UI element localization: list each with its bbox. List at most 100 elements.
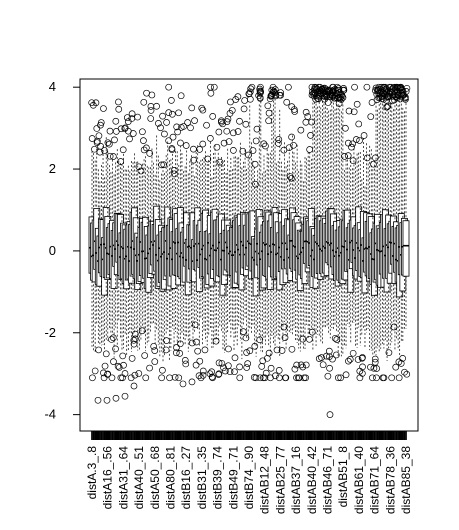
outlier-point (159, 112, 166, 120)
outlier-point (112, 117, 120, 125)
outlier-point (218, 360, 226, 367)
x-tick-label: distB39_.74 (211, 446, 225, 510)
outlier-point (256, 336, 264, 344)
outlier-point (230, 129, 237, 137)
outlier-point (371, 358, 379, 366)
outlier-point (360, 132, 368, 139)
outlier-point (239, 147, 247, 155)
outlier-point (345, 357, 352, 365)
outlier-point (378, 95, 386, 102)
outlier-point (341, 153, 348, 160)
outlier-point (275, 367, 283, 374)
box-body (402, 220, 410, 277)
outlier-point (331, 334, 339, 342)
outlier-point (161, 130, 168, 138)
outlier-point (101, 147, 108, 154)
outlier-point (223, 127, 231, 135)
outlier-point (383, 93, 391, 101)
outlier-point (297, 126, 305, 134)
outlier-point (168, 110, 176, 118)
outlier-point (395, 374, 403, 382)
x-tick-label: distA50_.68 (148, 446, 162, 510)
outlier-point (226, 368, 234, 375)
outlier-point (297, 361, 305, 369)
outlier-point (234, 128, 242, 135)
outlier-point (314, 95, 322, 102)
outlier-point (208, 373, 216, 381)
outlier-point (182, 360, 190, 368)
outlier-point (153, 102, 160, 110)
outlier-point (184, 119, 191, 126)
outlier-point (121, 125, 129, 133)
outlier-point (349, 349, 357, 357)
outlier-point (369, 374, 376, 382)
outlier-point (139, 128, 146, 136)
outlier-point (265, 109, 273, 117)
outlier-point (163, 119, 170, 126)
outlier-point (220, 364, 227, 372)
outlier-point (115, 364, 123, 371)
outlier-point (399, 86, 406, 94)
outlier-point (259, 357, 267, 365)
outlier-point (264, 102, 272, 110)
outlier-point (171, 373, 179, 381)
outlier-point (140, 98, 148, 106)
outlier-point (240, 105, 248, 113)
outlier-point (332, 351, 340, 359)
outlier-point (199, 140, 207, 148)
outlier-point (219, 120, 226, 128)
outlier-point (110, 153, 117, 160)
outlier-point (191, 321, 199, 329)
outlier-point (324, 99, 332, 106)
outlier-point (148, 91, 156, 99)
x-tick-label: distAB12_48 (258, 446, 272, 514)
outlier-point (363, 154, 371, 162)
outlier-point (123, 114, 131, 121)
outlier-point (329, 355, 336, 363)
outlier-point (288, 345, 296, 353)
outlier-point (313, 85, 321, 93)
outlier-point (295, 374, 303, 382)
outlier-point (337, 96, 345, 103)
outlier-point (176, 340, 184, 348)
outlier-point (124, 118, 132, 125)
outlier-point (225, 138, 233, 145)
outlier-point (285, 144, 293, 152)
outlier-point (173, 344, 180, 351)
outlier-point (175, 374, 183, 382)
outlier-point (308, 83, 316, 91)
outlier-point (261, 374, 269, 382)
outlier-point (179, 380, 187, 388)
outlier-point (95, 346, 102, 354)
outlier-point (216, 158, 224, 166)
x-tick-label: distA40_.51 (132, 446, 146, 510)
x-tick-label: distA31_.64 (116, 446, 130, 510)
outlier-point (162, 346, 170, 354)
outlier-point (130, 340, 138, 348)
outlier-point (169, 133, 177, 141)
outlier-point (224, 115, 232, 123)
outlier-point (349, 157, 357, 165)
outlier-point (101, 362, 109, 370)
outlier-point (117, 374, 125, 382)
outlier-point (358, 354, 366, 362)
outlier-point (108, 374, 116, 382)
y-tick-label: -4 (44, 407, 56, 422)
outlier-point (273, 346, 281, 354)
outlier-point (346, 355, 354, 363)
outlier-point (245, 90, 253, 98)
outlier-point (137, 167, 145, 175)
outlier-point (349, 140, 357, 148)
outlier-point (246, 347, 254, 355)
outlier-point (206, 370, 214, 378)
outlier-point (304, 113, 312, 120)
outlier-point (221, 367, 229, 375)
outlier-point (262, 142, 269, 150)
outlier-point (234, 93, 242, 101)
outlier-point (132, 335, 139, 343)
outlier-point (197, 374, 205, 382)
outlier-point (280, 323, 288, 331)
outlier-point (97, 119, 105, 126)
outlier-point (288, 133, 295, 141)
